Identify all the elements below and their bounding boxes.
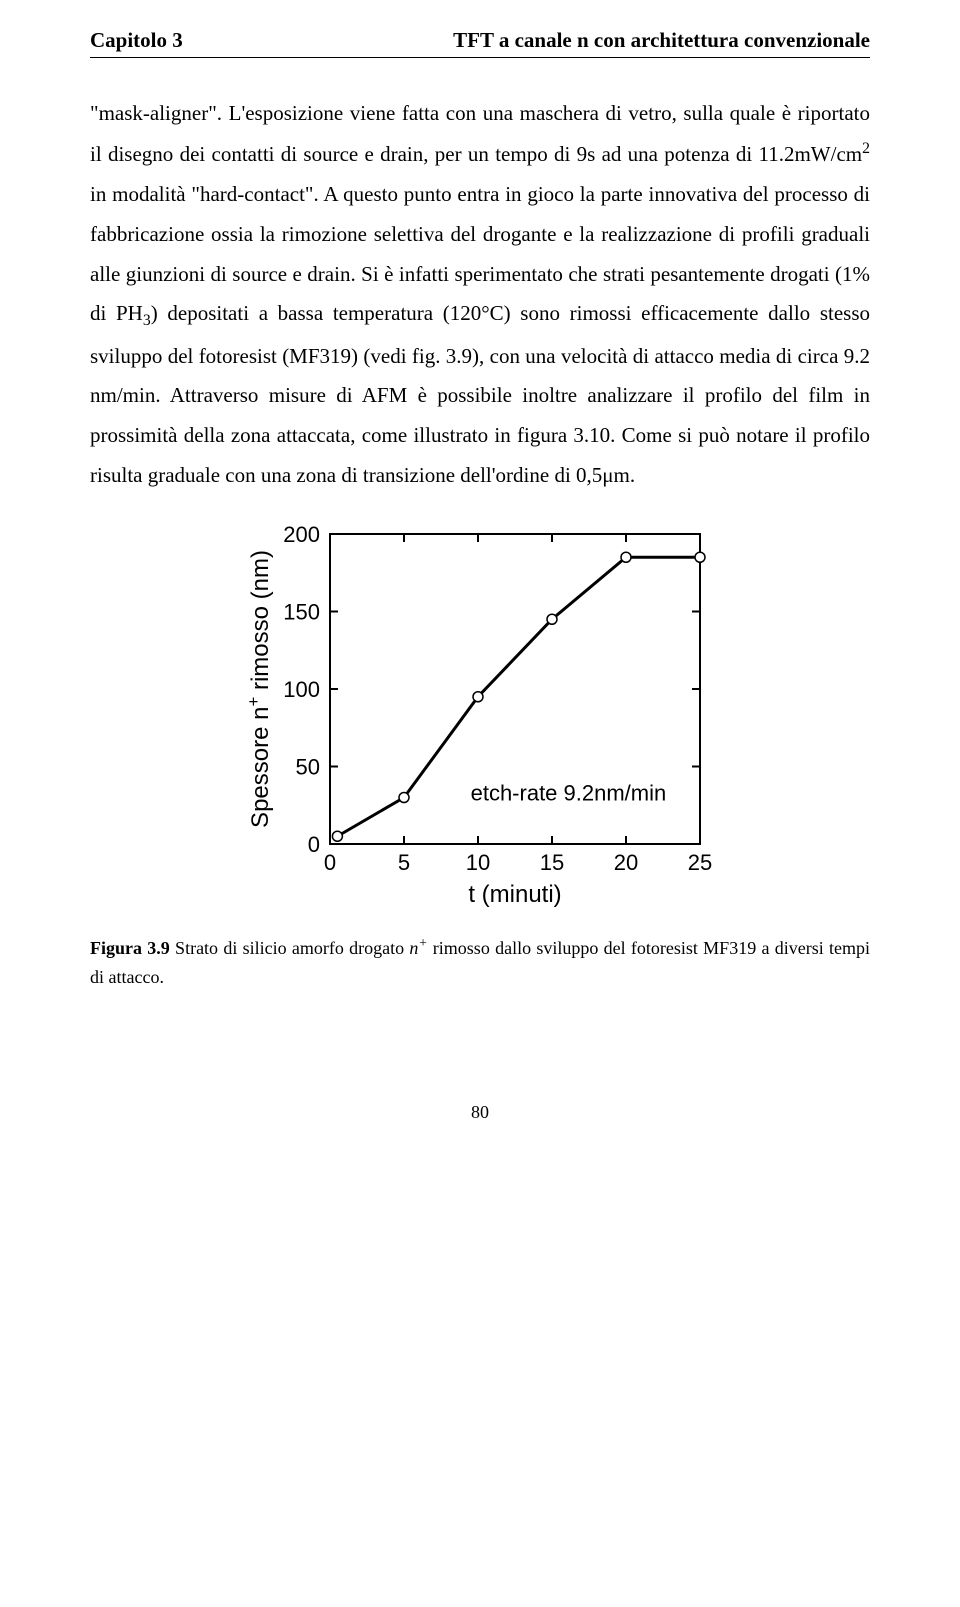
caption-before: Strato di silicio amorfo drogato [170, 938, 410, 958]
svg-text:25: 25 [688, 850, 712, 875]
chart-container: 0 5 10 15 20 25 0 50 100 150 200 etch-rate 9.2nm/mi… [90, 514, 870, 914]
svg-text:Spessore n+ rimosso (nm): Spessore n+ rimosso (nm) [244, 550, 275, 828]
svg-text:20: 20 [614, 850, 638, 875]
figure-label: Figura 3.9 [90, 938, 170, 958]
svg-text:15: 15 [540, 850, 564, 875]
svg-text:50: 50 [296, 755, 320, 780]
svg-text:0: 0 [308, 832, 320, 857]
svg-text:150: 150 [283, 600, 320, 625]
svg-text:0: 0 [324, 850, 336, 875]
svg-text:t (minuti): t (minuti) [468, 881, 561, 908]
svg-text:10: 10 [466, 850, 490, 875]
page-number: 80 [90, 1102, 870, 1123]
line-chart: 0 5 10 15 20 25 0 50 100 150 200 etch-rate 9.2nm/mi… [240, 514, 720, 914]
caption-italic-sup: + [418, 935, 427, 950]
svg-text:200: 200 [283, 522, 320, 547]
body-text: "mask-aligner". L'esposizione viene fatt… [90, 94, 870, 496]
figure-caption: Figura 3.9 Strato di silicio amorfo drog… [90, 932, 870, 992]
page-header: Capitolo 3 TFT a canale n con architettu… [90, 0, 870, 58]
svg-text:etch-rate 9.2nm/min: etch-rate 9.2nm/min [471, 781, 667, 806]
svg-text:5: 5 [398, 850, 410, 875]
header-left: Capitolo 3 [90, 28, 183, 53]
header-right: TFT a canale n con architettura convenzi… [453, 28, 870, 53]
page: Capitolo 3 TFT a canale n con architettu… [0, 0, 960, 1183]
paragraph: "mask-aligner". L'esposizione viene fatt… [90, 94, 870, 496]
svg-text:100: 100 [283, 677, 320, 702]
